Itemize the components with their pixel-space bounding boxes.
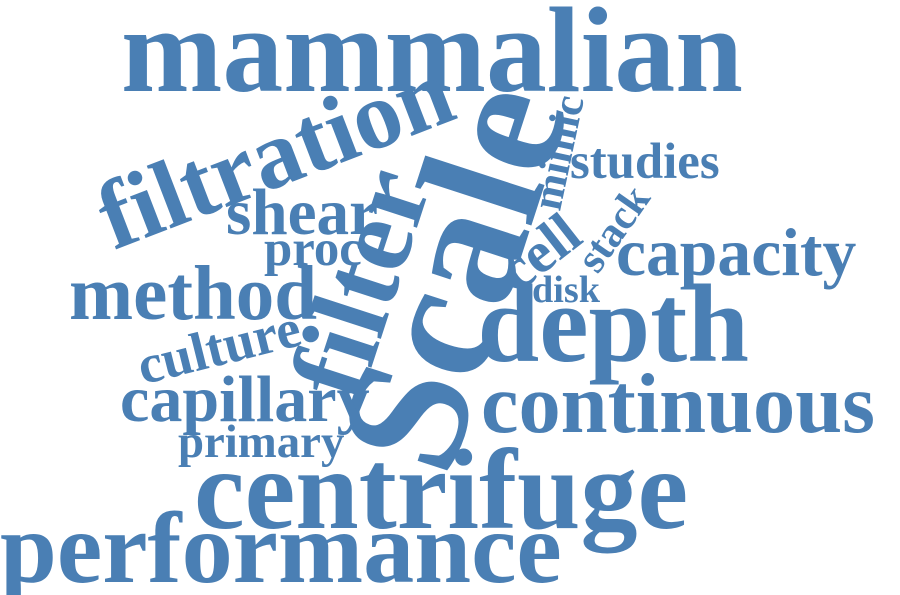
- word-primary: primary: [178, 415, 345, 468]
- word-mammalian: mammalian: [121, 0, 743, 118]
- word-centrifuge: centrifuge: [194, 426, 689, 553]
- word-shear: shear: [226, 176, 379, 249]
- word-disk: disk: [532, 269, 600, 311]
- word-continuous: continuous: [481, 358, 875, 451]
- word-method: method: [69, 249, 318, 336]
- word-performance: performance: [0, 492, 562, 595]
- word-capacity: capacity: [616, 215, 857, 290]
- word-capillary: capillary: [120, 363, 370, 436]
- word-depth: depth: [477, 262, 749, 386]
- word-studies: studies: [570, 132, 720, 189]
- word-proc: proc: [264, 219, 362, 276]
